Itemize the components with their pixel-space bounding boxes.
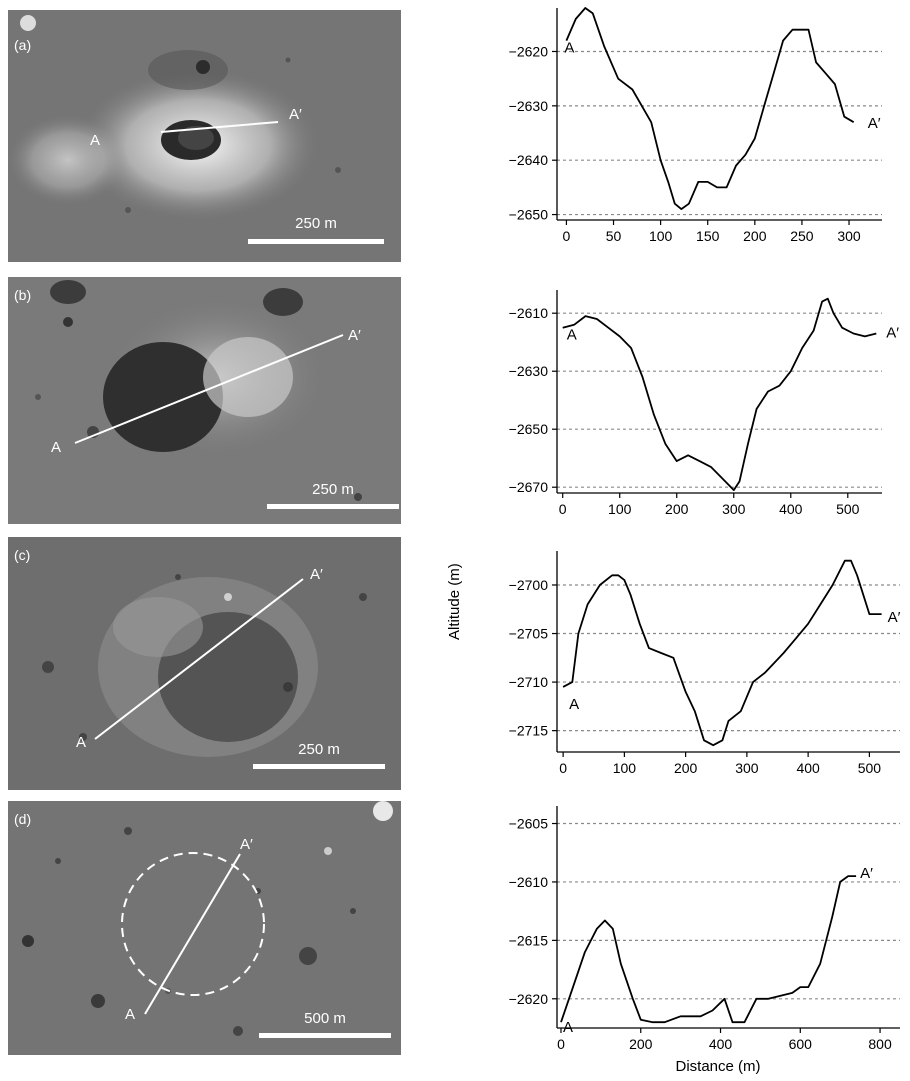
x-axis-label: Distance (m)	[675, 1058, 761, 1075]
image-panel-c: (c) A A′ 250 m	[8, 537, 401, 790]
y-tick-label: −2700	[509, 577, 549, 593]
scale-bar	[248, 239, 384, 244]
x-tick-label: 300	[735, 760, 759, 776]
profile-line	[565, 7, 855, 211]
lunar-image-b	[8, 277, 401, 524]
profile-end-label: A′	[888, 609, 901, 626]
profile-start-label: A	[90, 132, 101, 149]
scale-bar	[267, 504, 399, 509]
y-tick-label: −2605	[509, 816, 549, 832]
x-tick-label: 500	[858, 760, 882, 776]
y-tick-label: −2710	[509, 674, 549, 690]
y-tick-label: −2630	[509, 363, 549, 379]
profile-line	[562, 559, 882, 747]
profile-end-label: A′	[860, 865, 873, 882]
y-tick-label: −2640	[509, 152, 549, 168]
scale-label: 250 m	[295, 215, 337, 232]
y-tick-label: −2650	[509, 207, 549, 223]
y-tick-label: −2620	[509, 43, 549, 59]
profile-end-label: A′	[868, 115, 881, 132]
y-tick-label: −2620	[509, 991, 549, 1007]
x-tick-label: 0	[563, 228, 571, 244]
image-panel-d: (d) A A′ 500 m	[8, 801, 401, 1055]
x-tick-label: 600	[789, 1036, 813, 1052]
x-tick-label: 500	[836, 501, 860, 517]
y-tick-label: −2610	[509, 874, 549, 890]
lunar-image-d	[8, 801, 401, 1055]
x-tick-label: 0	[559, 760, 567, 776]
profile-end-label: A′	[310, 566, 323, 583]
x-tick-label: 0	[559, 501, 567, 517]
x-tick-label: 800	[868, 1036, 892, 1052]
scale-label: 250 m	[298, 741, 340, 758]
profile-start-label: A	[76, 734, 87, 751]
profile-start-label: A	[125, 1006, 136, 1023]
x-tick-label: 100	[608, 501, 632, 517]
scale-bar	[253, 764, 385, 769]
scale-bar	[259, 1033, 391, 1038]
y-tick-label: −2615	[509, 932, 549, 948]
x-tick-label: 300	[837, 228, 861, 244]
lunar-image-a	[8, 10, 401, 262]
x-tick-label: 400	[709, 1036, 733, 1052]
lunar-image-c	[8, 537, 401, 790]
x-tick-label: 200	[674, 760, 698, 776]
profile-end-label: A′	[348, 327, 361, 344]
panel-tag: (c)	[14, 547, 31, 563]
profile-start-label: A	[51, 439, 62, 456]
panel-tag: (a)	[14, 37, 32, 53]
y-tick-label: −2610	[509, 305, 549, 321]
x-tick-label: 400	[779, 501, 803, 517]
profile-start-label: A	[569, 696, 579, 713]
x-tick-label: 200	[629, 1036, 653, 1052]
profile-line	[560, 875, 857, 1024]
x-tick-label: 250	[790, 228, 814, 244]
x-tick-label: 100	[649, 228, 673, 244]
profile-end-label: A′	[886, 325, 899, 342]
y-tick-label: −2650	[509, 421, 549, 437]
profile-line	[562, 297, 877, 492]
x-tick-label: 200	[665, 501, 689, 517]
y-tick-label: −2705	[509, 626, 549, 642]
x-tick-label: 50	[606, 228, 622, 244]
scale-label: 500 m	[304, 1010, 346, 1027]
image-panel-a: (a) A A′ 250 m	[8, 10, 401, 262]
profile-end-label: A′	[289, 106, 302, 123]
profile-start-label: A	[563, 1019, 573, 1036]
image-panel-b: (b) A A′ 250 m	[8, 277, 401, 524]
x-tick-label: 150	[696, 228, 720, 244]
scale-label: 250 m	[312, 481, 354, 498]
x-tick-label: 300	[722, 501, 746, 517]
y-axis-label: Altitude (m)	[446, 563, 463, 640]
x-tick-label: 400	[796, 760, 820, 776]
profile-start-label: A	[564, 40, 574, 57]
y-tick-label: −2715	[509, 723, 549, 739]
profile-start-label: A	[567, 327, 577, 344]
y-tick-label: −2670	[509, 479, 549, 495]
x-tick-label: 0	[557, 1036, 565, 1052]
x-tick-label: 200	[743, 228, 767, 244]
panel-tag: (b)	[14, 287, 32, 303]
x-tick-label: 100	[613, 760, 637, 776]
panel-tag: (d)	[14, 811, 32, 827]
profile-end-label: A′	[240, 836, 253, 853]
y-tick-label: −2630	[509, 98, 549, 114]
